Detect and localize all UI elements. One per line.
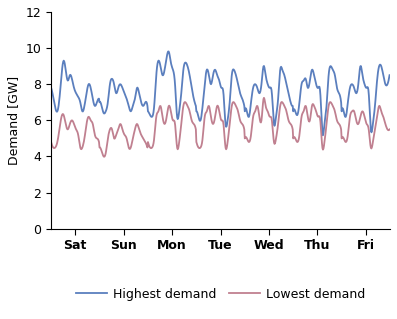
Highest demand: [139, 101, 144, 105]
Lowest demand: [58, 119, 63, 123]
Highest demand: [49, 86, 54, 90]
Lowest demand: [357, 121, 361, 125]
Highest demand: [321, 133, 326, 137]
Lowest demand: [160, 112, 164, 115]
Highest demand: [335, 86, 339, 90]
Highest demand: [387, 73, 392, 77]
Lowest demand: [139, 134, 144, 138]
Highest demand: [58, 83, 63, 87]
Line: Lowest demand: Lowest demand: [51, 98, 389, 157]
Lowest demand: [102, 155, 106, 159]
Highest demand: [104, 109, 108, 113]
Highest demand: [159, 70, 164, 74]
Y-axis label: Demand [GW]: Demand [GW]: [7, 76, 20, 165]
Highest demand: [166, 49, 171, 53]
Lowest demand: [49, 140, 54, 144]
Legend: Highest demand, Lowest demand: Highest demand, Lowest demand: [71, 283, 371, 306]
Lowest demand: [335, 119, 339, 123]
Lowest demand: [104, 146, 109, 150]
Line: Highest demand: Highest demand: [51, 51, 389, 135]
Lowest demand: [262, 96, 266, 100]
Highest demand: [357, 78, 361, 81]
Lowest demand: [387, 128, 392, 131]
